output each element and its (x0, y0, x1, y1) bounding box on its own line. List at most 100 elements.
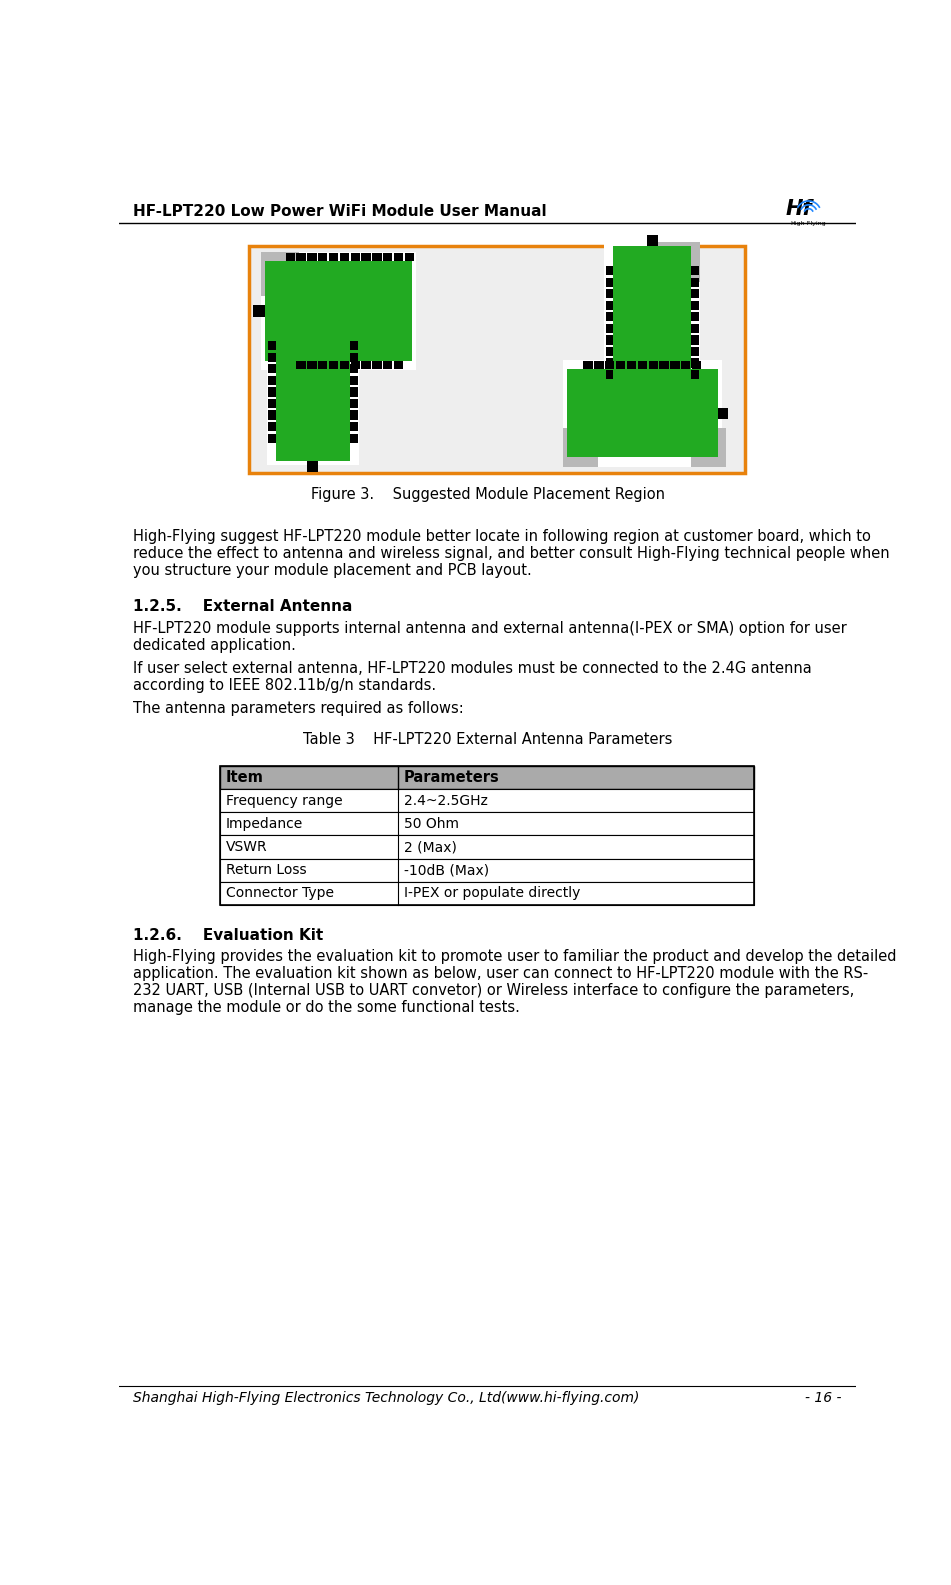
Bar (350, 353, 358, 361)
Bar (594, 361, 604, 369)
Bar (670, 361, 680, 369)
Text: 2 (Max): 2 (Max) (404, 840, 456, 854)
Bar (350, 365, 358, 374)
Text: Shanghai High-Flying Electronics Technology Co., Ltd(www.hi-flying.com): Shanghai High-Flying Electronics Technol… (133, 1392, 639, 1406)
Bar (658, 243, 700, 282)
Bar (318, 254, 327, 262)
Bar (220, 766, 754, 789)
Bar (261, 252, 416, 371)
Bar (606, 369, 613, 379)
Text: 1.2.6.    Evaluation Kit: 1.2.6. Evaluation Kit (133, 927, 323, 943)
Bar (268, 387, 276, 396)
Text: High-Flying: High-Flying (791, 220, 826, 225)
Bar (372, 254, 381, 262)
Text: 1.2.5.    External Antenna: 1.2.5. External Antenna (133, 599, 352, 613)
Bar (307, 461, 318, 472)
Bar (567, 369, 718, 458)
Bar (253, 304, 264, 317)
Text: manage the module or do the some functional tests.: manage the module or do the some functio… (133, 1000, 519, 1016)
Bar (268, 422, 276, 431)
Bar (606, 347, 613, 357)
Text: If user select external antenna, HF-LPT220 modules must be connected to the 2.4G: If user select external antenna, HF-LPT2… (133, 661, 811, 675)
Bar (563, 428, 598, 466)
Text: dedicated application.: dedicated application. (133, 637, 296, 653)
Bar (350, 399, 358, 407)
Bar (690, 347, 699, 357)
Bar (690, 301, 699, 311)
Text: 2.4~2.5GHz: 2.4~2.5GHz (404, 794, 488, 808)
Bar (647, 235, 657, 246)
Text: application. The evaluation kit shown as below, user can connect to HF-LPT220 mo: application. The evaluation kit shown as… (133, 967, 868, 981)
Text: 50 Ohm: 50 Ohm (404, 816, 459, 831)
Bar (261, 252, 300, 296)
Bar (267, 334, 359, 464)
Bar (681, 361, 690, 369)
Bar (690, 288, 699, 298)
Bar (350, 376, 358, 385)
Bar (268, 365, 276, 374)
Bar (690, 336, 699, 344)
Bar (220, 881, 754, 905)
Text: I-PEX or populate directly: I-PEX or populate directly (404, 886, 580, 900)
Bar (268, 411, 276, 420)
Bar (361, 361, 371, 369)
Bar (616, 361, 626, 369)
Bar (220, 789, 754, 813)
Text: according to IEEE 802.11b/g/n standards.: according to IEEE 802.11b/g/n standards. (133, 678, 436, 693)
Bar (340, 361, 349, 369)
Text: The antenna parameters required as follows:: The antenna parameters required as follo… (133, 701, 463, 716)
Bar (220, 859, 754, 881)
Bar (394, 361, 403, 369)
Bar (690, 266, 699, 276)
Bar (606, 323, 613, 333)
Bar (307, 254, 317, 262)
Bar (405, 254, 414, 262)
Text: Hf: Hf (786, 198, 812, 219)
Bar (268, 434, 276, 442)
Bar (690, 358, 699, 368)
Bar (690, 428, 726, 466)
Text: -10dB (Max): -10dB (Max) (404, 864, 489, 877)
Bar (659, 361, 669, 369)
Bar (350, 422, 358, 431)
Text: 232 UART, USB (Internal USB to UART convetor) or Wireless interface to configure: 232 UART, USB (Internal USB to UART conv… (133, 983, 854, 999)
Bar (372, 361, 381, 369)
Bar (613, 246, 690, 399)
Bar (329, 361, 339, 369)
Bar (690, 369, 699, 379)
Text: Connector Type: Connector Type (225, 886, 334, 900)
Bar (268, 341, 276, 350)
Bar (350, 341, 358, 350)
Bar (361, 254, 371, 262)
Bar (297, 361, 305, 369)
Bar (394, 254, 403, 262)
Bar (718, 407, 728, 418)
Text: HF-LPT220 module supports internal antenna and external antenna(I-PEX or SMA) op: HF-LPT220 module supports internal anten… (133, 621, 846, 636)
Bar (276, 338, 350, 461)
Text: VSWR: VSWR (225, 840, 267, 854)
Bar (690, 323, 699, 333)
Bar (584, 361, 592, 369)
Text: High-Flying suggest HF-LPT220 module better locate in following region at custom: High-Flying suggest HF-LPT220 module bet… (133, 529, 871, 544)
Bar (606, 301, 613, 311)
Bar (563, 360, 722, 466)
Bar (268, 376, 276, 385)
Bar (297, 254, 305, 262)
Bar (606, 288, 613, 298)
Bar (307, 361, 317, 369)
Text: High-Flying provides the evaluation kit to promote user to familiar the product : High-Flying provides the evaluation kit … (133, 949, 897, 964)
Bar (220, 813, 754, 835)
Bar (268, 353, 276, 361)
Text: Figure 3.    Suggested Module Placement Region: Figure 3. Suggested Module Placement Reg… (311, 487, 665, 502)
Bar (692, 361, 701, 369)
Bar (264, 262, 412, 361)
Bar (606, 266, 613, 276)
Text: Table 3    HF-LPT220 External Antenna Parameters: Table 3 HF-LPT220 External Antenna Param… (303, 732, 672, 747)
Bar (690, 312, 699, 322)
Text: you structure your module placement and PCB layout.: you structure your module placement and … (133, 563, 532, 579)
Text: HF-LPT220 Low Power WiFi Module User Manual: HF-LPT220 Low Power WiFi Module User Man… (133, 204, 547, 219)
Bar (383, 361, 393, 369)
Bar (649, 361, 658, 369)
Text: Return Loss: Return Loss (225, 864, 306, 877)
Bar (383, 254, 393, 262)
